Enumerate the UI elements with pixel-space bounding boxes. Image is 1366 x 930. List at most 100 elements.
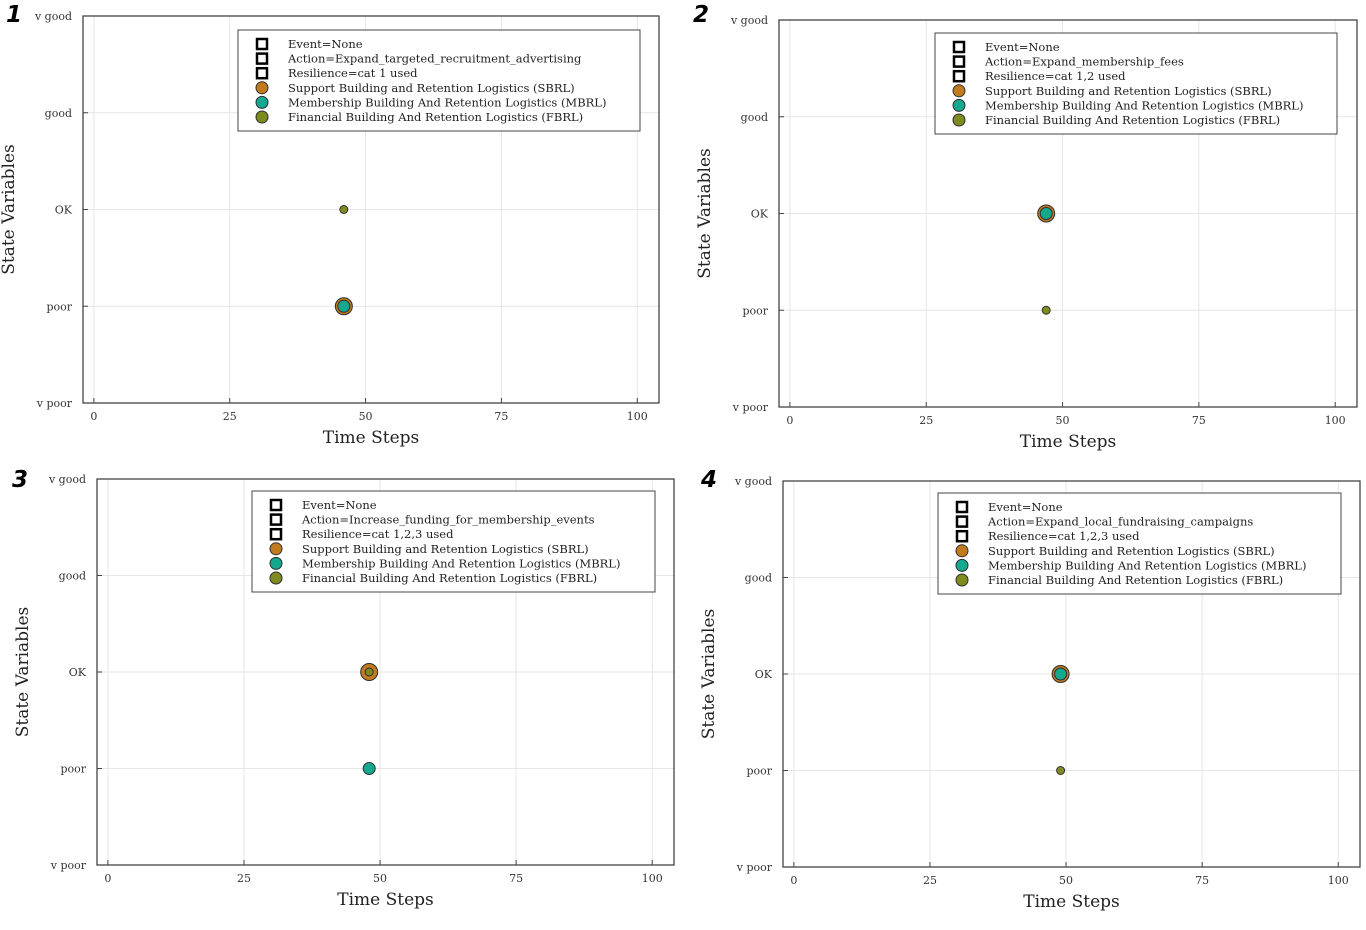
- legend-marker-sbrl: [952, 84, 966, 98]
- y-tick-label: OK: [755, 668, 773, 681]
- panel-label-1: 1: [6, 2, 23, 28]
- legend-marker-fbrl: [255, 110, 269, 124]
- y-tick-label: poor: [60, 763, 86, 776]
- legend-box: [937, 492, 1342, 595]
- legend-series-name: Support Building and Retention Logistics…: [988, 544, 1275, 558]
- y-tick-label: v poor: [736, 861, 773, 874]
- panel-label-3: 3: [12, 467, 29, 493]
- legend-marker-square: [955, 515, 969, 528]
- x-tick-label: 50: [359, 410, 373, 423]
- x-tick-label: 25: [223, 410, 237, 423]
- chart-panel-2: 0 25 50 75 100 v poor poor OK good v good Time Ste…: [683, 0, 1366, 465]
- x-tick-label: 50: [1059, 874, 1073, 887]
- legend-entry-text: Event=None: [302, 498, 377, 512]
- legend-entry-text: Action=Increase_funding_for_membership_e…: [301, 513, 595, 527]
- x-tick-label: 100: [642, 872, 663, 885]
- y-tick-label: OK: [55, 204, 73, 217]
- x-tick-label: 75: [494, 410, 508, 423]
- y-tick-label: good: [45, 107, 72, 120]
- legend-marker-sbrl: [269, 542, 283, 556]
- chart-4: 0 25 50 75 100 v poor poor OK good v good Time Ste…: [699, 475, 1361, 912]
- y-tick-label: v good: [734, 475, 772, 488]
- legend-series-name: Support Building and Retention Logistics…: [985, 84, 1272, 98]
- legend-marker-square: [255, 52, 269, 65]
- legend-entry-text: Resilience=cat 1,2 used: [985, 69, 1126, 83]
- y-tick-label: v poor: [36, 397, 73, 410]
- data-point-fbrl: [1056, 766, 1066, 775]
- legend-marker-mbrl: [955, 558, 969, 572]
- y-tick-label: v good: [730, 14, 768, 27]
- legend-series-name: Membership Building And Retention Logist…: [985, 98, 1303, 112]
- legend-marker-fbrl: [955, 573, 969, 587]
- x-tick-label: 100: [1328, 874, 1349, 887]
- legend-marker-sbrl: [955, 544, 969, 558]
- y-tick-label: good: [59, 570, 86, 583]
- legend-entry-text: Resilience=cat 1,2,3 used: [302, 527, 454, 541]
- x-axis-label: Time Steps: [1023, 892, 1120, 912]
- x-tick-label: 0: [790, 874, 797, 887]
- legend-marker-mbrl: [255, 95, 269, 109]
- legend-series-name: Financial Building And Retention Logisti…: [985, 113, 1280, 127]
- panel-label-4: 4: [701, 467, 718, 493]
- data-point-mbrl: [337, 299, 351, 313]
- legend-entry-text: Action=Expand_local_fundraising_campaign…: [987, 515, 1253, 529]
- legend-marker-square: [952, 40, 966, 54]
- x-axis-label: Time Steps: [1020, 432, 1117, 452]
- y-tick-label: poor: [742, 304, 768, 317]
- legend-marker-square: [255, 66, 269, 80]
- data-point-fbrl: [339, 205, 349, 214]
- x-tick-label: 75: [509, 872, 523, 885]
- chart-1: 0 25 50 75 100 v poor poor OK good v good Time Ste…: [0, 10, 660, 448]
- y-tick-label: v good: [34, 10, 72, 23]
- y-tick-label: good: [745, 572, 772, 585]
- y-tick-label: poor: [46, 300, 72, 313]
- legend-marker-square: [255, 37, 269, 51]
- legend-box: [934, 32, 1338, 135]
- x-tick-label: 50: [1056, 414, 1070, 427]
- legend-marker-square: [955, 500, 969, 514]
- legend-marker-square: [952, 55, 966, 68]
- chart-panel-1: 0 25 50 75 100 v poor poor OK good v good Time Ste…: [0, 0, 683, 465]
- x-tick-label: 0: [786, 414, 793, 427]
- chart-3: 0 25 50 75 100 v poor poor OK good v good Time Ste…: [13, 473, 675, 910]
- y-tick-label: OK: [69, 666, 87, 679]
- legend-box: [251, 490, 656, 593]
- x-tick-label: 0: [104, 872, 111, 885]
- y-tick-label: v good: [48, 473, 86, 486]
- x-axis-label: Time Steps: [323, 428, 420, 448]
- x-tick-label: 100: [1325, 414, 1346, 427]
- y-tick-label: poor: [746, 765, 772, 778]
- y-tick-label: v poor: [732, 401, 769, 414]
- y-tick-label: OK: [751, 208, 769, 221]
- legend-series-name: Membership Building And Retention Logist…: [302, 556, 620, 570]
- y-axis-label: State Variables: [695, 148, 715, 279]
- legend-series-name: Financial Building And Retention Logisti…: [302, 571, 597, 585]
- legend-series-name: Membership Building And Retention Logist…: [288, 95, 606, 109]
- legend-entry-text: Event=None: [985, 40, 1060, 54]
- legend-marker-square: [955, 529, 969, 543]
- panel-label-2: 2: [693, 2, 710, 28]
- legend-marker-square: [269, 513, 283, 526]
- x-tick-label: 25: [237, 872, 251, 885]
- legend-series-name: Financial Building And Retention Logisti…: [288, 110, 583, 124]
- x-tick-label: 0: [90, 410, 97, 423]
- x-tick-label: 75: [1192, 414, 1206, 427]
- legend-marker-fbrl: [269, 571, 283, 585]
- data-point-fbrl: [1041, 305, 1051, 315]
- chart-panel-3: 0 25 50 75 100 v poor poor OK good v good Time Ste…: [0, 465, 683, 930]
- legend-marker-sbrl: [255, 81, 269, 95]
- chart-panel-4: 0 25 50 75 100 v poor poor OK good v good Time Ste…: [683, 465, 1366, 930]
- legend-box: [237, 29, 641, 132]
- x-tick-label: 50: [373, 872, 387, 885]
- data-point-mbrl: [1039, 207, 1053, 220]
- legend-entry-text: Action=Expand_membership_fees: [984, 55, 1184, 69]
- legend-entry-text: Action=Expand_targeted_recruitment_adver…: [287, 52, 582, 66]
- legend-series-name: Support Building and Retention Logistics…: [288, 81, 575, 95]
- legend-marker-square: [952, 69, 966, 83]
- x-tick-label: 25: [923, 874, 937, 887]
- legend-marker-square: [269, 527, 283, 541]
- legend-entry-text: Resilience=cat 1,2,3 used: [988, 529, 1140, 543]
- legend-marker-mbrl: [952, 98, 966, 112]
- y-axis-label: State Variables: [699, 609, 719, 740]
- x-tick-label: 25: [919, 414, 933, 427]
